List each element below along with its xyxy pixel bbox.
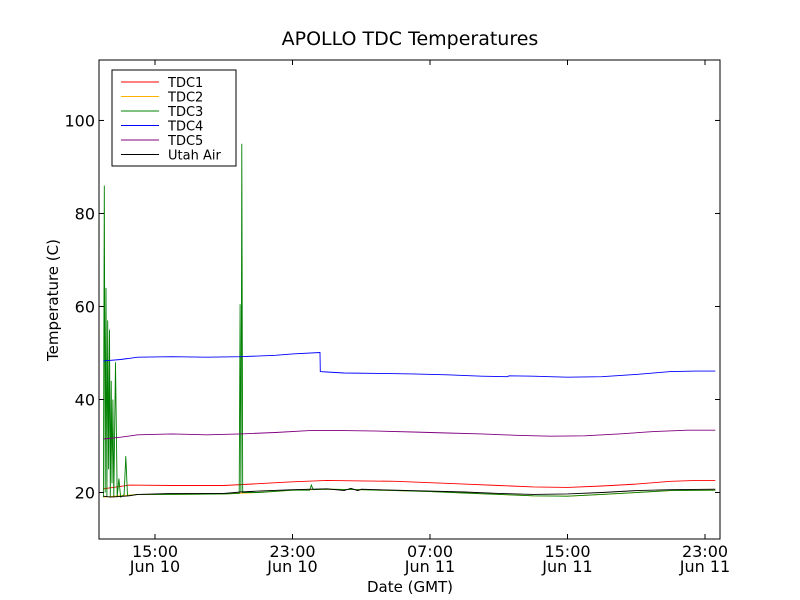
legend-label: TDC4: [167, 120, 203, 135]
plot-frame: [98, 59, 721, 540]
x-tick-label-time: 15:00: [544, 542, 590, 561]
legend-label: Utah Air: [168, 149, 221, 164]
x-tick-label-time: 15:00: [132, 542, 178, 561]
y-axis: 20 40 60 80 100: [64, 111, 720, 502]
series-line-utah-air: [103, 487, 716, 498]
legend-label: TDC1: [167, 76, 203, 91]
x-tick-label-date: Jun 11: [541, 557, 592, 576]
y-axis-label: Temperature (C): [44, 239, 62, 362]
y-tick-label: 100: [64, 111, 95, 130]
chart-title: APOLLO TDC Temperatures: [282, 28, 539, 50]
x-tick-label-date: Jun 11: [679, 557, 730, 576]
x-axis-label: Date (GMT): [367, 578, 453, 596]
x-tick-label-time: 07:00: [407, 542, 453, 561]
x-tick-label-time: 23:00: [682, 542, 728, 561]
y-tick-label: 40: [75, 390, 95, 409]
x-tick-label-date: Jun 10: [266, 557, 317, 576]
series-line-tdc3: [102, 143, 716, 498]
y-tick-label: 20: [75, 483, 95, 502]
y-tick-label: 60: [75, 297, 95, 316]
series-line-tdc1: [103, 479, 716, 490]
series-layer: [102, 143, 716, 498]
series-line-tdc4: [103, 352, 716, 378]
x-tick-label-date: Jun 11: [404, 557, 455, 576]
x-tick-label-date: Jun 10: [129, 557, 180, 576]
legend-box: [111, 69, 237, 167]
legend-label: TDC5: [167, 134, 203, 149]
y-tick-label: 80: [75, 204, 95, 223]
series-line-tdc5: [103, 429, 716, 440]
legend-label: TDC3: [167, 105, 203, 120]
legend-label: TDC2: [167, 91, 203, 106]
x-tick-label-time: 23:00: [269, 542, 315, 561]
